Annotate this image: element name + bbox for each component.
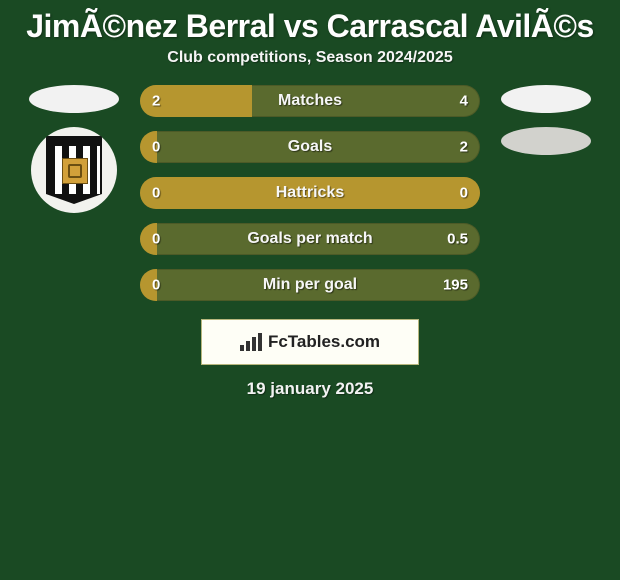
bar-label: Goals xyxy=(140,138,480,156)
stat-bar: Hattricks00 xyxy=(140,177,480,209)
bar-value-right: 4 xyxy=(460,93,468,110)
shield-icon xyxy=(46,136,102,204)
bar-label: Min per goal xyxy=(140,276,480,294)
bar-value-left: 2 xyxy=(152,93,160,110)
stat-bar: Matches24 xyxy=(140,85,480,117)
stat-bar: Min per goal0 195 xyxy=(140,269,480,301)
left-club-badge xyxy=(31,127,117,213)
bar-label: Goals per match xyxy=(140,230,480,248)
comparison-card: JimÃ©nez Berral vs Carrascal AvilÃ©s Clu… xyxy=(0,8,620,399)
bar-value-right: 195 xyxy=(443,277,468,294)
main-row: Matches24Goals02Hattricks00Goals per mat… xyxy=(0,85,620,301)
bar-value-right: 2 xyxy=(460,139,468,156)
stat-bars: Matches24Goals02Hattricks00Goals per mat… xyxy=(140,85,480,301)
right-player-col xyxy=(496,85,596,155)
bar-value-left: 0 xyxy=(152,277,160,294)
page-title: JimÃ©nez Berral vs Carrascal AvilÃ©s xyxy=(0,8,620,45)
bar-fill-left xyxy=(140,177,480,209)
left-photo-placeholder xyxy=(29,85,119,113)
bar-value-right: 0 xyxy=(460,185,468,202)
bars-icon xyxy=(240,333,262,351)
stat-bar: Goals per match0 0.5 xyxy=(140,223,480,255)
left-player-col xyxy=(24,85,124,213)
bar-value-left: 0 xyxy=(152,231,160,248)
subtitle: Club competitions, Season 2024/2025 xyxy=(0,49,620,67)
bar-value-left: 0 xyxy=(152,139,160,156)
right-photo-placeholder-2 xyxy=(501,127,591,155)
bar-value-left: 0 xyxy=(152,185,160,202)
stat-bar: Goals0 2 xyxy=(140,131,480,163)
branding-badge: FcTables.com xyxy=(201,319,419,365)
branding-text: FcTables.com xyxy=(268,332,380,352)
date-text: 19 january 2025 xyxy=(0,379,620,399)
bar-value-right: 0.5 xyxy=(447,231,468,248)
right-photo-placeholder-1 xyxy=(501,85,591,113)
